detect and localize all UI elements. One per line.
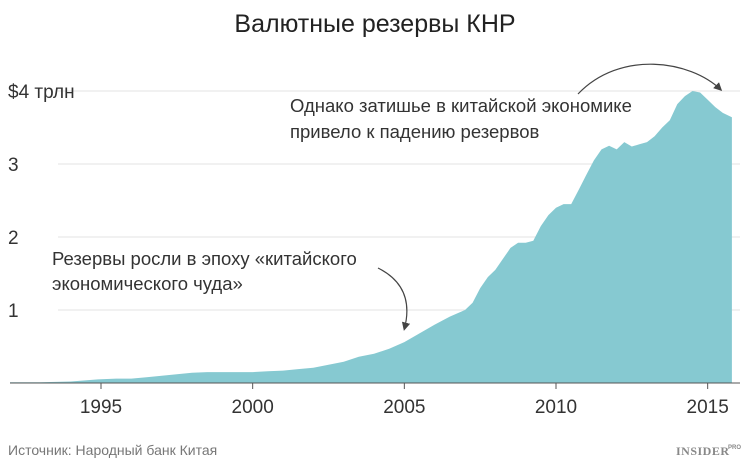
x-tick-label: 1995 xyxy=(80,397,122,418)
annotation-decline-arrow xyxy=(577,63,723,95)
annotation-growth-arrow xyxy=(377,267,411,331)
logo-sup-text: PRO xyxy=(728,445,741,451)
source-note: Источник: Народный банк Китая xyxy=(8,442,217,458)
logo-text: INSIDER xyxy=(676,444,730,458)
annotation-growth-line-1: Резервы росли в эпоху «китайского xyxy=(52,248,357,269)
insider-pro-logo: INSIDER PRO xyxy=(676,444,741,458)
annotation-decline: Однако затишье в китайской экономике при… xyxy=(290,63,723,142)
y-tick-label: 2 xyxy=(8,228,19,249)
y-tick-label: 1 xyxy=(8,301,19,322)
series-area xyxy=(10,91,732,383)
annotation-growth-line-2: экономического чуда» xyxy=(52,273,243,294)
y-tick-label: 3 xyxy=(8,155,19,176)
x-tick-label: 2010 xyxy=(535,397,577,418)
annotation-decline-line-2: привело к падению резервов xyxy=(290,121,539,142)
x-tick-label: 2000 xyxy=(232,397,274,418)
y-axis-ticks: 1 2 3 $4 трлн xyxy=(8,82,75,322)
y-tick-label: $4 трлн xyxy=(8,82,75,103)
area-series xyxy=(10,91,732,383)
annotation-decline-line-1: Однако затишье в китайской экономике xyxy=(290,95,632,116)
chart-title: Валютные резервы КНР xyxy=(234,10,515,38)
annotation-growth: Резервы росли в эпоху «китайского эконом… xyxy=(52,248,411,331)
x-tick-label: 2015 xyxy=(687,397,729,418)
x-axis-ticks: 1995 2000 2005 2010 2015 xyxy=(80,383,729,418)
x-tick-label: 2005 xyxy=(383,397,425,418)
